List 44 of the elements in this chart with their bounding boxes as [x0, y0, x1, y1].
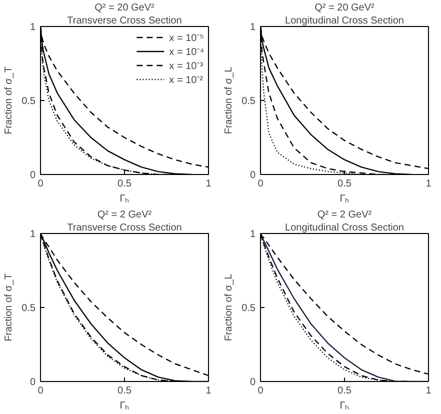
y-tick-label: 0.5: [242, 96, 256, 107]
y-tick-label: 0.5: [22, 96, 36, 107]
chart-title: Q² = 2 GeV²: [317, 210, 372, 220]
chart-subtitle: Longitudinal Cross Section: [285, 222, 404, 234]
y-axis-title: Fraction of σ_L: [224, 66, 235, 134]
y-axis-title: Fraction of σ_T: [4, 66, 15, 134]
y-tick-label: 0: [250, 377, 256, 388]
y-tick-label: 1: [30, 22, 36, 33]
legend-label: x = 10⁻⁵: [169, 32, 204, 44]
chart-subtitle: Transverse Cross Section: [67, 16, 182, 26]
x-tick-label: 0: [258, 178, 264, 190]
y-tick-label: 1: [250, 229, 256, 240]
x-tick-label: 0: [258, 386, 264, 396]
y-tick-label: 1: [30, 229, 36, 240]
legend-label: x = 10⁻⁴: [169, 46, 204, 58]
x-tick-label: 0: [38, 386, 44, 396]
x-axis-title: Γₕ: [340, 194, 350, 204]
y-tick-label: 0.5: [22, 303, 36, 314]
chart-subtitle: Longitudinal Cross Section: [285, 16, 404, 26]
x-tick-label: 1: [426, 386, 432, 396]
chart-title: Q² = 20 GeV²: [314, 2, 376, 14]
x-tick-label: 0.5: [338, 178, 352, 190]
y-tick-label: 0: [30, 377, 36, 388]
x-tick-label: 0.5: [118, 178, 132, 190]
x-tick-label: 1: [426, 178, 432, 190]
x-tick-label: 1: [206, 386, 212, 396]
x-axis-title: Γₕ: [340, 400, 350, 412]
chart-subtitle: Transverse Cross Section: [67, 222, 182, 234]
x-tick-label: 1: [206, 178, 212, 190]
legend-label: x = 10⁻³: [169, 60, 204, 72]
chart-title: Q² = 20 GeV²: [94, 2, 156, 14]
y-axis-title: Fraction of σ_T: [4, 274, 15, 342]
x-tick-label: 0: [38, 178, 44, 190]
x-tick-label: 0.5: [338, 386, 352, 396]
y-axis-title: Fraction of σ_L: [224, 273, 235, 342]
x-axis-title: Γₕ: [120, 400, 130, 412]
y-tick-label: 0.5: [242, 303, 256, 314]
y-tick-label: 0: [30, 170, 36, 181]
chart-title: Q² = 2 GeV²: [97, 210, 152, 220]
x-tick-label: 0.5: [118, 386, 132, 396]
legend-label: x = 10⁻²: [169, 74, 204, 86]
y-tick-label: 0: [250, 170, 256, 181]
y-tick-label: 1: [250, 22, 256, 33]
x-axis-title: Γₕ: [120, 194, 130, 204]
